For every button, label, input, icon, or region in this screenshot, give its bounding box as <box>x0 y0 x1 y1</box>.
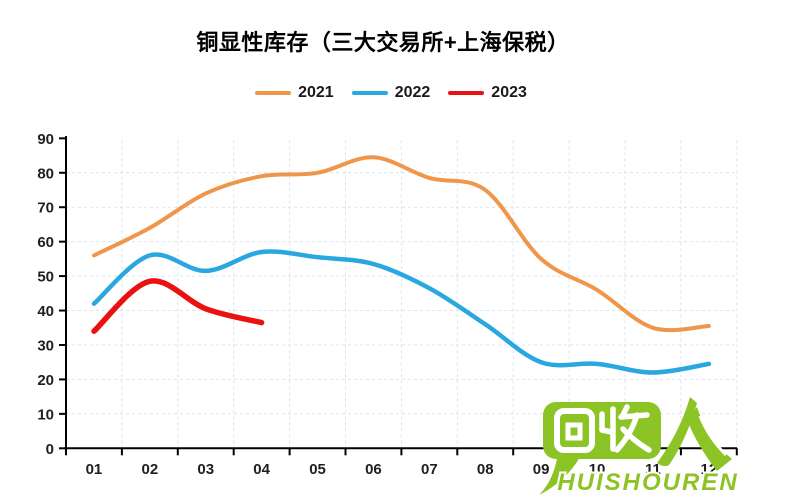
x-axis-label: 02 <box>142 461 159 478</box>
x-axis-label: 10 <box>589 461 606 478</box>
x-axis-label: 03 <box>197 461 214 478</box>
x-axis-label: 01 <box>86 461 103 478</box>
series-line-2021 <box>92 155 711 333</box>
speech-bubble <box>539 402 661 495</box>
legend-item-2021: 2021 <box>255 84 334 102</box>
x-axis-label: 09 <box>533 461 550 478</box>
x-axis-label: 11 <box>645 461 661 478</box>
y-axis-label: 40 <box>37 303 54 320</box>
y-axis-label: 60 <box>37 234 54 251</box>
legend-label-2022: 2022 <box>394 84 431 101</box>
legend-swatch-2021 <box>255 91 292 95</box>
x-axis-label: 08 <box>477 461 494 478</box>
series-line-2022 <box>91 249 712 375</box>
y-axis-label: 80 <box>37 165 54 182</box>
hui-glyph-inner-box <box>565 422 583 441</box>
x-axis-label: 06 <box>365 461 382 478</box>
legend-swatch-2022 <box>351 91 388 95</box>
person-glyph-slit <box>698 415 728 457</box>
x-axis-label: 07 <box>421 461 438 478</box>
y-axis-label: 10 <box>37 406 54 423</box>
y-axis-label: 30 <box>37 337 54 354</box>
x-axis-label: 04 <box>253 461 270 478</box>
bubble-text-huishou-glyphs <box>554 404 652 453</box>
y-axis-label: 0 <box>46 441 54 458</box>
bubble-tail <box>539 452 581 495</box>
x-axis-label: 05 <box>309 461 326 478</box>
legend-label-2021: 2021 <box>298 84 334 101</box>
watermark-subtitle: HUISHOUREN <box>557 469 738 496</box>
y-axis-label: 20 <box>37 372 54 389</box>
y-axis-label: 50 <box>37 269 54 286</box>
y-axis-label: 70 <box>37 200 54 217</box>
watermark-logo: HUISHOUREN <box>539 397 739 498</box>
series-line-2023 <box>91 278 265 334</box>
legend-item-2022: 2022 <box>351 84 431 102</box>
hui-glyph-outer-box <box>554 408 595 453</box>
legend-swatch-2023 <box>448 91 485 95</box>
person-ren-glyph <box>657 397 732 471</box>
legend-label-2023: 2023 <box>491 84 527 101</box>
legend: 2021 2022 2023 <box>0 84 782 102</box>
shou-glyph <box>599 404 652 453</box>
legend-item-2023: 2023 <box>448 84 527 102</box>
chart-title: 铜显性库存（三大交易所+上海保税） <box>196 30 570 55</box>
y-axis-label: 90 <box>37 131 54 148</box>
